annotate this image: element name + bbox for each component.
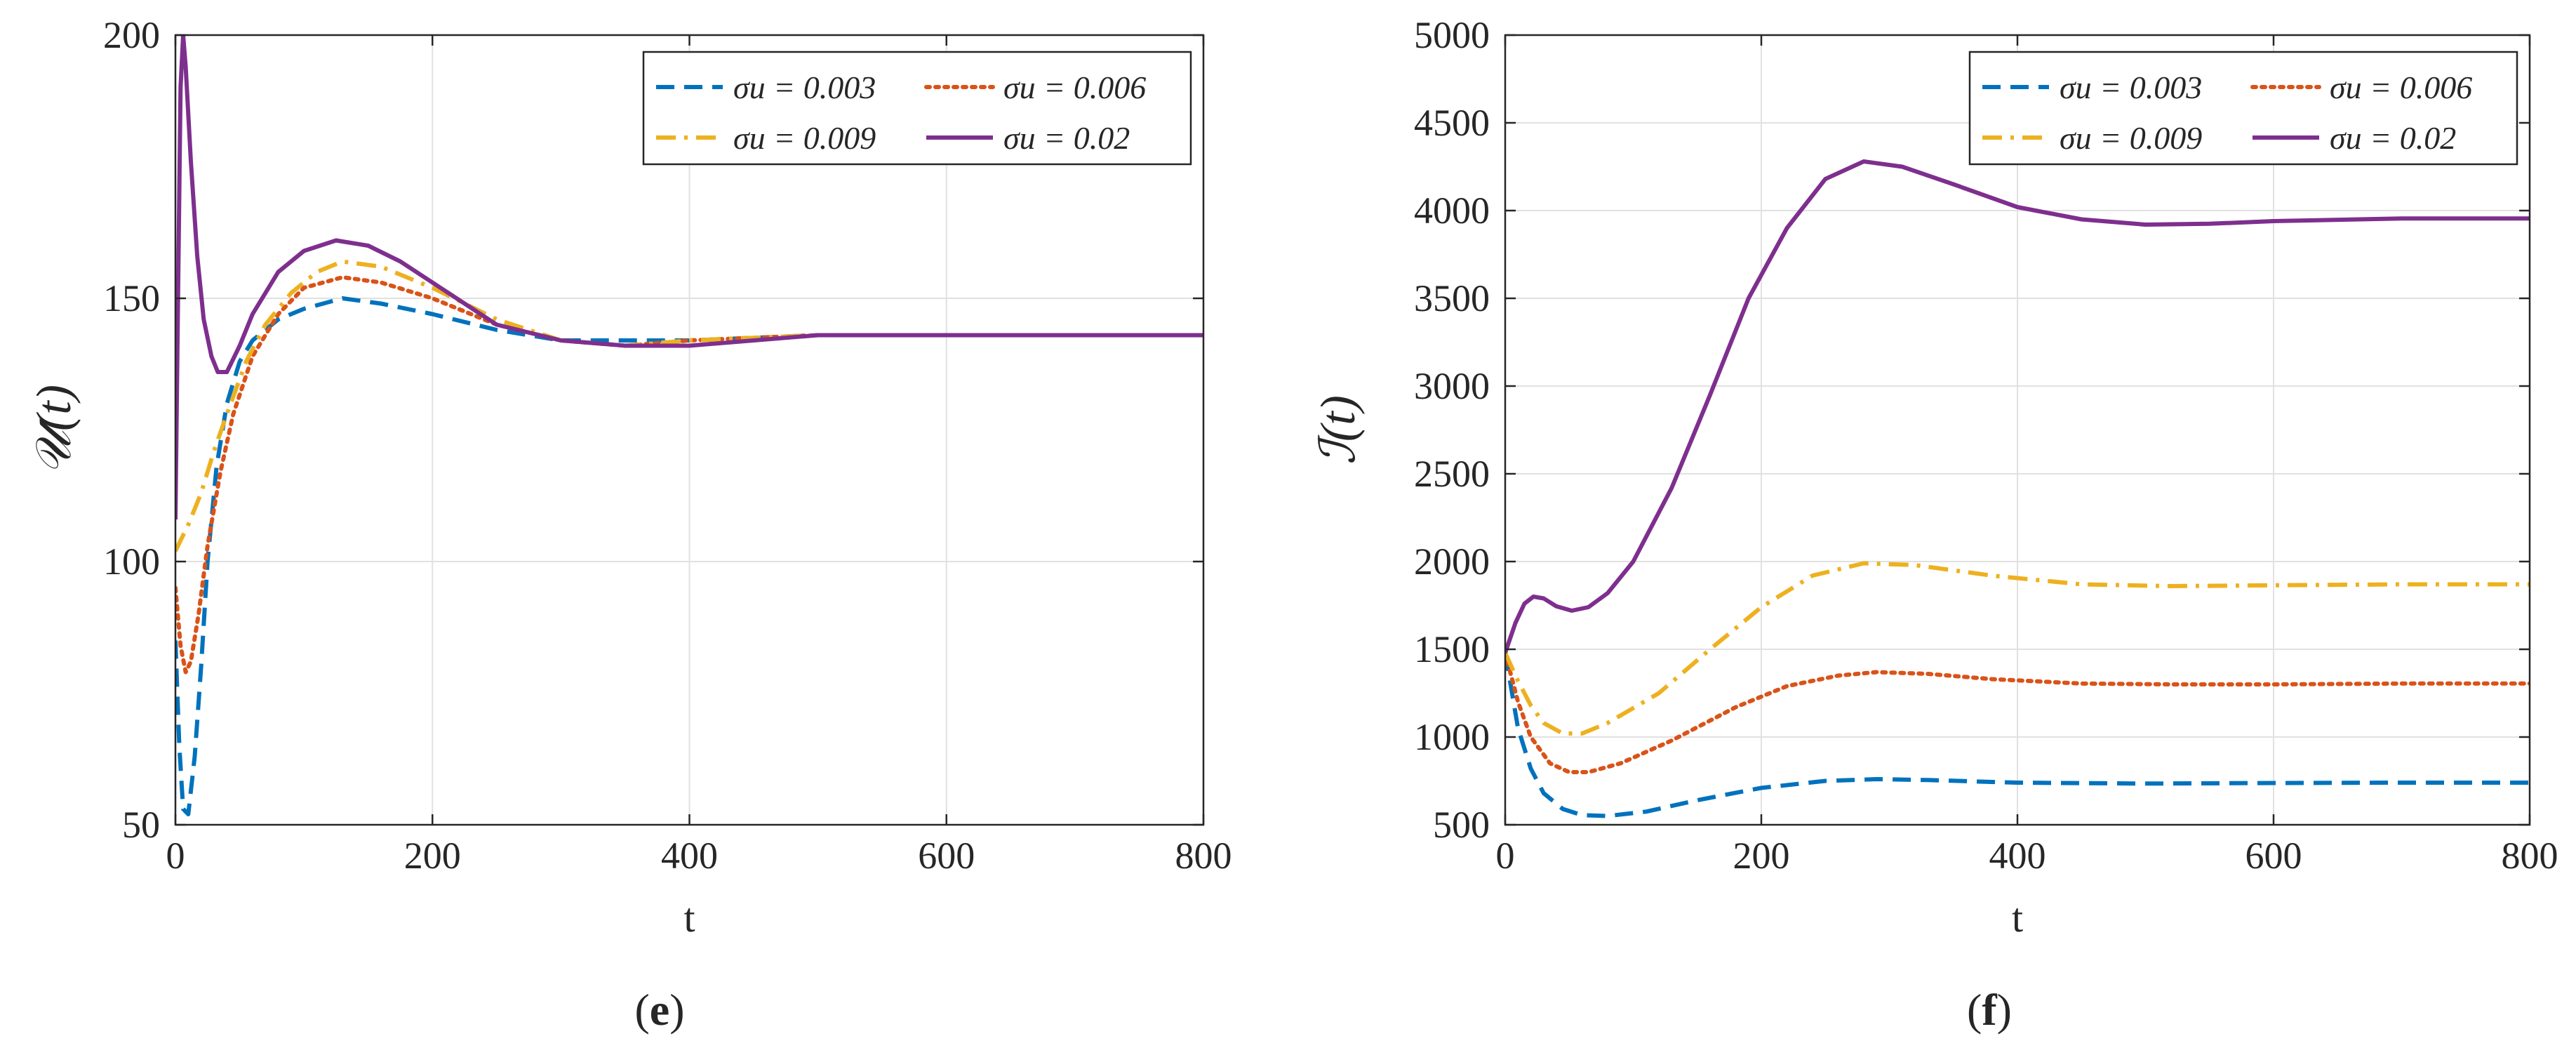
panel-f: 0 200 400 600 800 500 1000 1500 2000 2500 3000 3500… xyxy=(1312,14,2558,1035)
series-group xyxy=(175,35,1203,816)
y-tick-label: 4000 xyxy=(1414,190,1490,232)
y-tick-label: 2500 xyxy=(1414,453,1490,495)
y-tick-label: 4500 xyxy=(1414,102,1490,144)
legend-label: σu = 0.003 xyxy=(733,69,876,105)
y-tick-label: 2000 xyxy=(1414,540,1490,583)
x-axis-label: t xyxy=(2012,895,2023,941)
y-tick-label: 3000 xyxy=(1414,365,1490,407)
legend-label: σu = 0.009 xyxy=(733,120,876,156)
legend-box xyxy=(1968,51,2518,166)
x-axis-label: t xyxy=(683,895,695,941)
x-tick-label: 800 xyxy=(2502,835,2558,877)
panel-label-letter: f xyxy=(1982,985,1997,1035)
legend-label: σu = 0.003 xyxy=(2060,69,2202,105)
panel-label: (e) xyxy=(634,985,684,1035)
y-tick-label: 200 xyxy=(103,14,160,56)
y-axis-label: 𝒰(t) xyxy=(27,385,81,475)
series-line xyxy=(1505,652,2530,818)
x-tick-label: 200 xyxy=(1733,835,1790,877)
series-group xyxy=(1505,159,2530,818)
panel-label: (f) xyxy=(1967,985,2012,1035)
x-tick-label: 400 xyxy=(661,835,718,877)
x-tick-label: 0 xyxy=(1496,835,1515,877)
x-tick-label: 600 xyxy=(918,835,975,877)
y-tick-label: 1500 xyxy=(1414,628,1490,670)
legend-label: σu = 0.009 xyxy=(2060,120,2202,156)
legend: σu = 0.003 σu = 0.006 σu = 0.009 σu = 0.02 xyxy=(1968,51,2518,166)
panel-e: 0 200 400 600 800 50 100 150 200 t 𝒰(t) (e) σu = 0.0… xyxy=(27,14,1232,1035)
legend-label: σu = 0.006 xyxy=(2330,69,2472,105)
legend-label: σu = 0.006 xyxy=(1003,69,1146,105)
y-tick-label: 5000 xyxy=(1414,14,1490,56)
legend: σu = 0.003 σu = 0.006 σu = 0.009 σu = 0.02 xyxy=(642,51,1192,166)
series-line xyxy=(1505,159,2530,653)
y-tick-label: 150 xyxy=(103,277,160,319)
panel-label-open: ( xyxy=(634,985,649,1035)
panel-label-close: ) xyxy=(669,985,684,1035)
panel-label-close: ) xyxy=(1997,985,2012,1035)
series-line xyxy=(1505,651,2530,774)
legend-box xyxy=(642,51,1192,166)
y-tick-label: 100 xyxy=(103,540,160,583)
y-tick-label: 500 xyxy=(1433,804,1490,846)
panel-label-open: ( xyxy=(1967,985,1982,1035)
y-axis-label: ℐ(t) xyxy=(1312,395,1366,465)
x-tick-label: 0 xyxy=(166,835,185,877)
x-tick-label: 400 xyxy=(1989,835,2046,877)
series-line xyxy=(1505,561,2530,736)
x-tick-label: 600 xyxy=(2245,835,2302,877)
panel-label-letter: e xyxy=(650,985,669,1035)
x-tick-label: 200 xyxy=(404,835,461,877)
legend-label: σu = 0.02 xyxy=(2330,120,2456,156)
x-tick-label: 800 xyxy=(1175,835,1232,877)
y-tick-label: 50 xyxy=(122,804,160,846)
legend-label: σu = 0.02 xyxy=(1003,120,1130,156)
y-tick-label: 3500 xyxy=(1414,277,1490,319)
series-line xyxy=(175,35,1203,520)
y-tick-label: 1000 xyxy=(1414,716,1490,758)
